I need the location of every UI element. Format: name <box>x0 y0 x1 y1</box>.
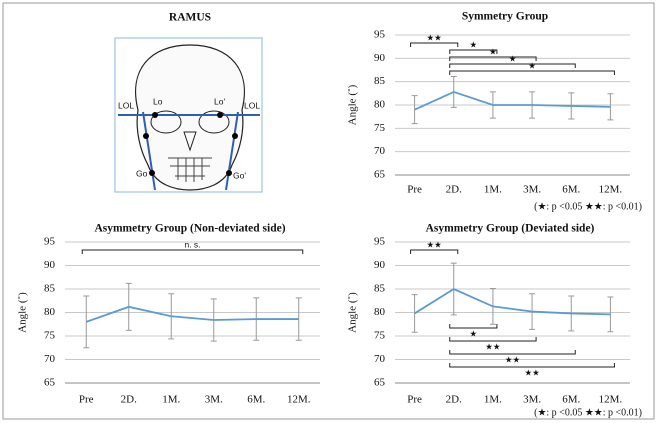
y-tick-label: 95 <box>44 236 56 248</box>
x-tick-label: 3M. <box>523 394 541 406</box>
y-tick-label: 85 <box>374 75 386 87</box>
x-tick-label: 1M. <box>484 394 502 406</box>
landmark-label: Go <box>136 168 148 178</box>
landmark <box>143 133 149 139</box>
x-tick-label: 2D. <box>446 394 462 406</box>
landmark-label: LOL <box>118 100 134 110</box>
y-tick-label: 75 <box>44 330 56 342</box>
y-tick-label: 75 <box>374 330 386 342</box>
landmark-label: Lo' <box>214 96 225 106</box>
y-tick-label: 90 <box>44 259 56 271</box>
chart-title: Symmetry Group <box>462 11 548 23</box>
significance-bracket <box>82 250 303 254</box>
landmark <box>226 170 232 176</box>
x-tick-label: 12M. <box>599 184 623 196</box>
chart-title: Asymmetry Group (Non-deviated side) <box>94 223 285 235</box>
landmark <box>149 170 155 176</box>
x-tick-label: Pre <box>407 394 422 406</box>
landmark <box>232 133 238 139</box>
y-tick-label: 80 <box>374 306 386 318</box>
x-tick-label: 2D. <box>446 184 462 196</box>
y-tick-label: 90 <box>374 52 386 64</box>
y-tick-label: 80 <box>44 306 56 318</box>
y-tick-label: 80 <box>374 99 386 111</box>
y-tick-label: 85 <box>374 283 386 295</box>
significance-label: ★★ <box>427 32 443 42</box>
significance-bracket <box>450 64 576 68</box>
significance-bracket <box>450 71 615 75</box>
x-tick-label: 6M. <box>562 184 580 196</box>
data-line <box>86 307 299 322</box>
landmark <box>217 112 223 118</box>
y-tick-label: 70 <box>44 353 56 365</box>
x-tick-label: 6M. <box>562 394 580 406</box>
landmark <box>152 112 158 118</box>
x-tick-label: 2D. <box>121 394 137 406</box>
y-tick-label: 70 <box>374 353 386 365</box>
y-tick-label: 85 <box>44 283 56 295</box>
x-tick-label: Pre <box>407 184 422 196</box>
x-tick-label: 1M. <box>484 184 502 196</box>
x-tick-label: 3M. <box>205 394 223 406</box>
footnote: (★: p <0.05 ★★: p <0.01) <box>534 201 642 212</box>
x-tick-label: 6M. <box>247 394 265 406</box>
skull-diagram: RAMUS LOL LOL Lo Lo' Go Go' <box>115 12 262 192</box>
y-axis-label: Angle (˚) <box>347 84 359 125</box>
y-tick-label: 90 <box>374 259 386 271</box>
significance-label: ★★ <box>427 239 443 249</box>
x-tick-label: 12M. <box>599 394 623 406</box>
significance-bracket <box>411 43 458 47</box>
y-tick-label: 65 <box>374 169 386 181</box>
significance-label: ★ <box>470 328 478 338</box>
y-tick-label: 65 <box>374 377 386 389</box>
y-tick-label: 65 <box>44 377 56 389</box>
x-tick-label: Pre <box>79 394 94 406</box>
x-tick-label: 3M. <box>523 184 541 196</box>
landmark-label: LOL <box>244 100 260 110</box>
y-tick-label: 95 <box>374 29 386 41</box>
landmark-label: Lo <box>153 96 163 106</box>
y-axis-label: Angle (˚) <box>347 292 359 333</box>
significance-label: ★★ <box>485 341 501 351</box>
footnote: (★: p <0.05 ★★: p <0.01) <box>534 407 642 418</box>
y-tick-label: 75 <box>374 122 386 134</box>
chart-title: Asymmetry Group (Deviated side) <box>426 223 595 235</box>
figure: RAMUS LOL LOL Lo Lo' Go Go' Symmetry Gro… <box>0 0 658 423</box>
data-line <box>415 92 611 110</box>
significance-label: ★★ <box>524 367 540 377</box>
significance-label: ★ <box>509 53 517 63</box>
landmark-label: Go' <box>233 170 246 180</box>
significance-label: ★ <box>489 46 497 56</box>
significance-label: n. s. <box>184 239 200 249</box>
significance-bracket <box>450 57 536 61</box>
y-tick-label: 70 <box>374 145 386 157</box>
x-tick-label: 1M. <box>162 394 180 406</box>
significance-label: ★ <box>470 39 478 49</box>
y-axis-label: Angle (˚) <box>17 292 29 333</box>
y-tick-label: 95 <box>374 236 386 248</box>
diagram-title: RAMUS <box>169 12 211 24</box>
x-tick-label: 12M. <box>287 394 311 406</box>
significance-label: ★ <box>528 60 536 70</box>
significance-label: ★★ <box>505 354 521 364</box>
data-line <box>415 289 611 314</box>
significance-bracket <box>411 250 458 254</box>
